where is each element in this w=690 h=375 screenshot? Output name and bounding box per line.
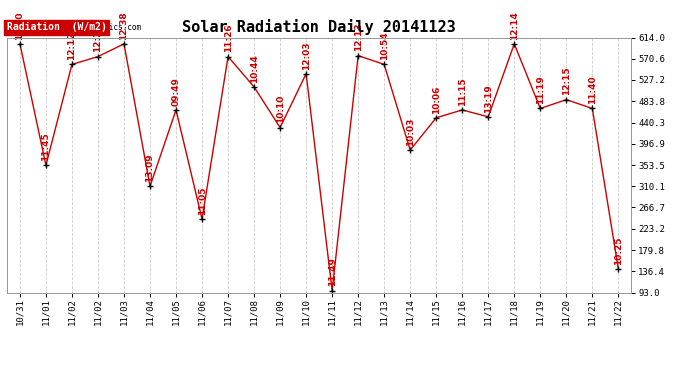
Text: Radiation  (W/m2): Radiation (W/m2) [7,22,107,32]
Text: 12:03: 12:03 [302,41,310,69]
Text: 10:03: 10:03 [406,117,415,146]
Text: 12:14: 12:14 [510,11,519,40]
Text: 11:40: 11:40 [588,76,597,104]
Text: 11:15: 11:15 [457,77,466,106]
Text: 11:49: 11:49 [328,258,337,286]
Title: Solar Radiation Daily 20141123: Solar Radiation Daily 20141123 [182,19,456,35]
Text: 12:12: 12:12 [68,32,77,60]
Text: 10:54: 10:54 [380,32,388,60]
Text: 11:45: 11:45 [41,132,50,161]
Text: 09:49: 09:49 [172,77,181,106]
Text: 11:05: 11:05 [197,186,206,215]
Text: Copyright 2014-Castronics.com: Copyright 2014-Castronics.com [7,23,141,32]
Text: 12:38: 12:38 [119,11,128,40]
Text: 12:15: 12:15 [562,67,571,96]
Text: 10:25: 10:25 [614,236,623,265]
Text: 13:09: 13:09 [146,153,155,182]
Text: 10:44: 10:44 [250,54,259,83]
Text: 10:40: 10:40 [15,11,24,40]
Text: 13:19: 13:19 [484,84,493,112]
Text: 11:26: 11:26 [224,24,233,52]
Text: 12:21: 12:21 [93,24,103,52]
Text: 11:19: 11:19 [535,75,545,104]
Text: 12:13: 12:13 [354,23,363,51]
Text: 10:10: 10:10 [275,95,284,123]
Text: 10:06: 10:06 [432,85,441,114]
